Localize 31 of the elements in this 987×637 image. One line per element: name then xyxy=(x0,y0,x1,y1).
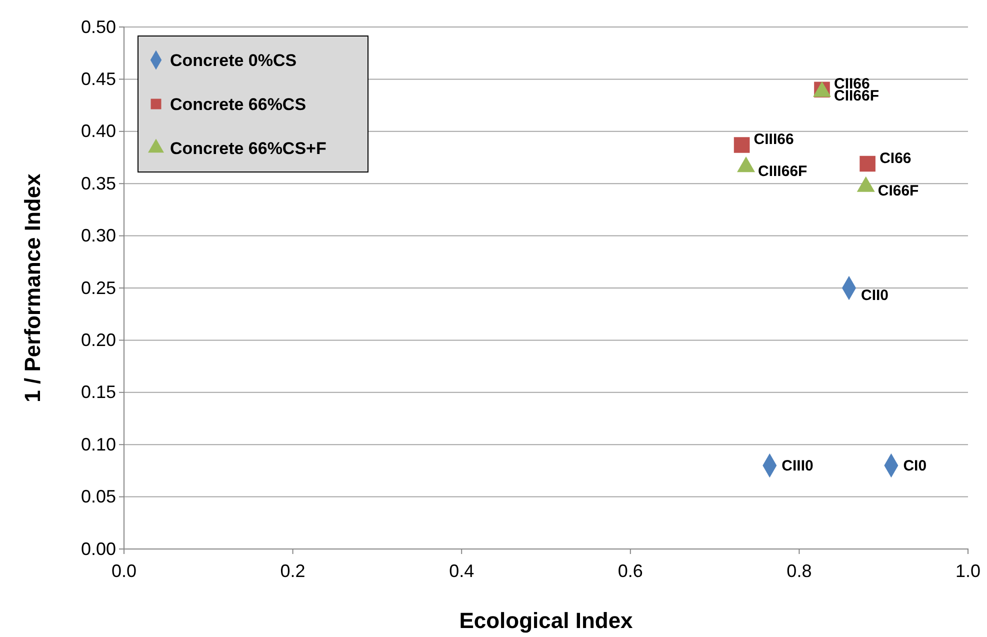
annotation: CI0 xyxy=(903,457,927,474)
y-tick-label: 0.00 xyxy=(80,538,116,559)
y-axis-title: 1 / Performance Index xyxy=(20,172,45,402)
x-tick-label: 0.8 xyxy=(786,560,812,581)
x-tick-label: 0.2 xyxy=(280,560,306,581)
y-tick-label: 0.30 xyxy=(80,226,116,246)
x-tick-label: 0.6 xyxy=(618,560,643,581)
x-axis-title: Ecological Index xyxy=(459,608,634,633)
annotation: CI66 xyxy=(880,150,912,167)
point xyxy=(860,156,876,172)
x-tick-label: 1.0 xyxy=(955,560,981,581)
annotation: CI66F xyxy=(878,182,919,200)
y-tick-label: 0.10 xyxy=(80,434,116,454)
y-tick-label: 0.45 xyxy=(80,68,116,89)
annotation: CIII0 xyxy=(782,457,814,474)
legend-label: Concrete 66%CS xyxy=(170,95,306,114)
legend-label: Concrete 66%CS+F xyxy=(170,139,326,158)
y-tick-label: 0.20 xyxy=(80,330,116,350)
y-tick-label: 0.35 xyxy=(80,173,116,194)
x-tick-label: 0.0 xyxy=(111,560,137,581)
legend-label: Concrete 0%CS xyxy=(170,51,297,70)
y-tick-label: 0.40 xyxy=(80,121,116,142)
annotation: CII0 xyxy=(860,287,889,304)
x-tick-label: 0.4 xyxy=(449,560,474,581)
annotation: CIII66F xyxy=(758,162,808,180)
y-tick-label: 0.05 xyxy=(80,486,116,507)
point xyxy=(734,137,750,153)
y-tick-label: 0.15 xyxy=(80,382,116,402)
y-tick-label: 0.25 xyxy=(80,278,116,298)
annotation: CIII66 xyxy=(754,130,794,148)
y-tick-label: 0.50 xyxy=(80,16,116,37)
